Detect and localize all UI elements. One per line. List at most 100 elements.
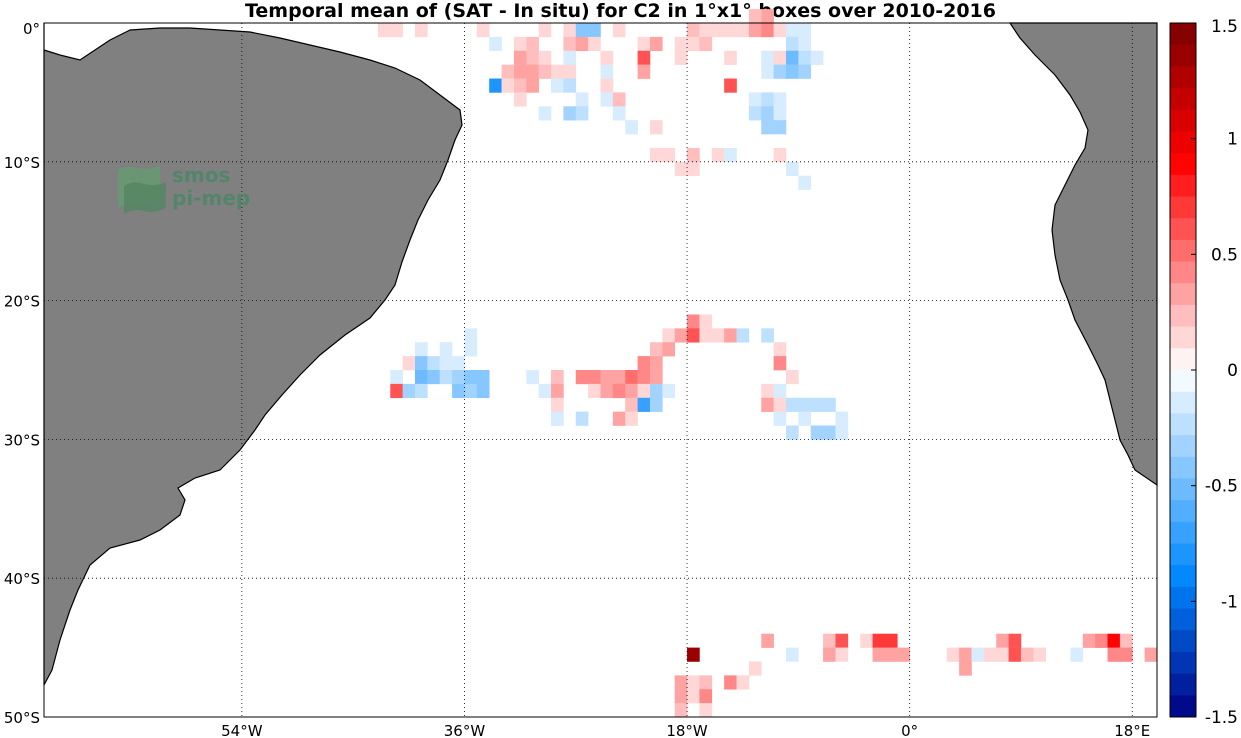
- heatmap-cell: [464, 342, 478, 357]
- heatmap-cell: [1033, 647, 1046, 662]
- heatmap-cell: [377, 23, 391, 38]
- heatmap-cell: [699, 675, 713, 690]
- heatmap-cell: [563, 64, 577, 79]
- colorbar-block: [1170, 44, 1196, 67]
- heatmap-cell: [513, 36, 527, 52]
- heatmap-cell: [427, 356, 441, 371]
- heatmap-cell: [575, 411, 589, 426]
- heatmap-cell: [711, 328, 725, 343]
- heatmap-cell: [637, 370, 651, 385]
- heatmap-cell: [563, 78, 577, 93]
- heatmap-cell: [501, 64, 515, 79]
- heatmap-cell: [761, 106, 774, 121]
- heatmap-cell: [786, 370, 799, 385]
- colorbar-block: [1170, 196, 1196, 219]
- colorbar-block: [1170, 218, 1196, 241]
- colorbar-tick-label: -1.5: [1205, 708, 1238, 728]
- heatmap-cell: [773, 411, 787, 426]
- colorbar-block: [1170, 348, 1196, 371]
- heatmap-cell: [612, 106, 626, 121]
- heatmap-cell: [588, 383, 601, 399]
- heatmap-cell: [773, 64, 787, 79]
- heatmap-cell: [476, 370, 490, 385]
- heatmap-cell: [835, 411, 849, 426]
- heatmap-cell: [390, 23, 403, 38]
- heatmap-cell: [538, 64, 552, 79]
- colorbar-block: [1170, 608, 1196, 631]
- colorbar-block: [1170, 478, 1196, 501]
- heatmap-cell: [687, 314, 700, 329]
- heatmap-cell: [612, 411, 626, 426]
- colorbar-block: [1170, 630, 1196, 653]
- colorbar-block: [1170, 435, 1196, 458]
- heatmap-cell: [588, 36, 601, 52]
- heatmap-cell: [786, 36, 799, 52]
- heatmap-cell: [674, 36, 688, 52]
- heatmap-cell: [588, 370, 601, 385]
- heatmap-cell: [600, 78, 614, 93]
- heatmap-cell: [563, 106, 577, 121]
- heatmap-cell: [946, 647, 960, 662]
- heatmap-cell: [637, 50, 651, 65]
- lat-tick-label: 30°S: [4, 431, 40, 449]
- heatmap-cell: [625, 120, 638, 135]
- colorbar-block: [1170, 174, 1196, 197]
- lon-tick-label: 54°W: [221, 722, 263, 738]
- heatmap-cell: [551, 370, 564, 385]
- heatmap-cell: [551, 78, 564, 93]
- lat-tick-label: 50°S: [4, 709, 40, 727]
- heatmap-cell: [637, 64, 651, 79]
- heatmap-cell: [662, 383, 675, 399]
- heatmap-cell: [699, 36, 713, 52]
- heatmap-cell: [415, 370, 428, 385]
- heatmap-cell: [476, 23, 490, 38]
- heatmap-cell: [612, 92, 626, 107]
- heatmap-cell: [786, 397, 799, 412]
- heatmap-cell: [687, 161, 700, 176]
- heatmap-cell: [761, 328, 774, 343]
- colorbar-block: [1170, 88, 1196, 111]
- heatmap-cell: [687, 675, 700, 690]
- heatmap-cell: [761, 23, 774, 38]
- logo-wave-icon-2: [124, 182, 166, 214]
- heatmap-cell: [748, 92, 762, 107]
- heatmap-cell: [464, 328, 478, 343]
- heatmap-cell: [687, 647, 700, 662]
- heatmap-cell: [835, 647, 849, 662]
- heatmap-cell: [575, 36, 589, 52]
- heatmap-cell: [798, 175, 812, 190]
- smos-pi-mep-logo: smos pi-mep: [118, 163, 250, 214]
- heatmap-cell: [575, 92, 589, 107]
- heatmap-cell: [649, 120, 663, 135]
- heatmap-cell: [563, 36, 577, 52]
- heatmap-cell: [538, 106, 552, 121]
- heatmap-cell: [526, 36, 539, 52]
- heatmap-cell: [773, 106, 787, 121]
- heatmap-cell: [402, 356, 416, 371]
- heatmap-cell: [823, 647, 836, 662]
- heatmap-cell: [513, 78, 527, 93]
- heatmap-cell: [501, 78, 515, 93]
- heatmap-cell: [526, 64, 539, 79]
- heatmap-cell: [773, 50, 787, 65]
- colorbar-tick-label: 1: [1227, 130, 1238, 150]
- heatmap-cell: [724, 78, 737, 93]
- heatmap-cell: [600, 50, 614, 65]
- heatmap-cell: [452, 356, 465, 371]
- map-axis-labels: 0° 10°S 20°S 30°S 40°S 50°S 54°W 36°W 18°W 0° 18°E: [4, 20, 1150, 738]
- heatmap-cell: [439, 356, 453, 371]
- heatmap-cell: [649, 36, 663, 52]
- heatmap-cell: [612, 370, 626, 385]
- colorbar-tick-label: -0.5: [1205, 477, 1238, 497]
- heatmap-cell: [674, 50, 688, 65]
- colorbar-block: [1170, 109, 1196, 132]
- heatmap-cell: [526, 78, 539, 93]
- heatmap-cell: [649, 383, 663, 399]
- logo-text-smos: smos: [172, 163, 230, 187]
- heatmap-cell: [551, 64, 564, 79]
- heatmap-cell: [810, 397, 824, 412]
- heatmap-cell: [649, 356, 663, 371]
- heatmap-cell: [773, 383, 787, 399]
- heatmap-cell: [897, 647, 910, 662]
